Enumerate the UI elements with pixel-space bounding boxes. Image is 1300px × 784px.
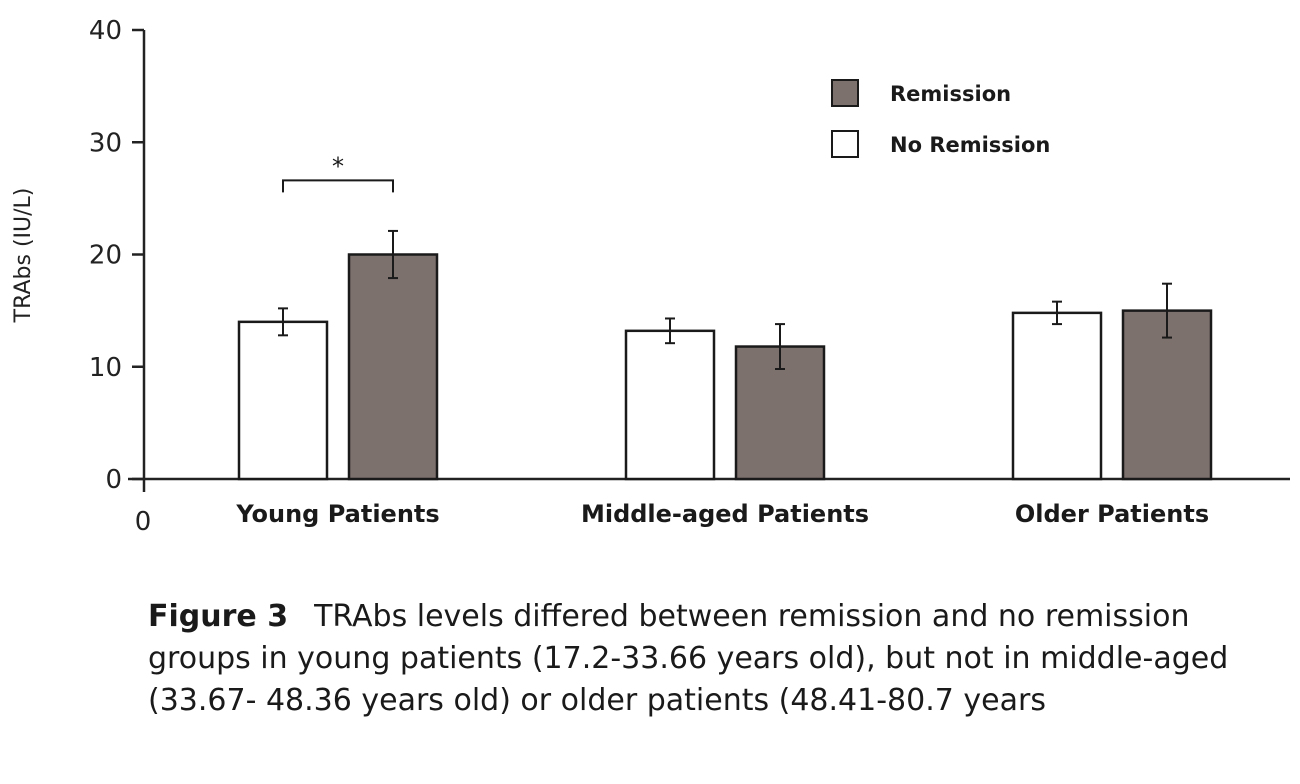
- y-axis-label: TRAbs (IU/L): [11, 188, 36, 324]
- legend: Remission No Remission: [831, 79, 1050, 158]
- bar-remission: [347, 253, 439, 481]
- caption-text: TRAbs levels differed between remission …: [148, 599, 1229, 718]
- legend-swatch: [831, 79, 859, 107]
- bar-remission: [1121, 309, 1213, 481]
- bar-chart: 0 10 20 30 40 0 TRAbs (IU/L) Young Patients M…: [11, 16, 1290, 537]
- category-labels: Young Patients Middle-aged Patients Older …: [235, 500, 1209, 528]
- figure-caption: Figure 3 TRAbs levels differed between re…: [148, 596, 1288, 722]
- legend-label: Remission: [890, 82, 1011, 106]
- legend-label: No Remission: [890, 133, 1050, 157]
- bar-no-remission: [624, 329, 716, 481]
- y-tick-label: 30: [89, 128, 122, 158]
- category-label: Middle-aged Patients: [581, 500, 869, 528]
- category-label: Young Patients: [235, 500, 439, 528]
- legend-swatch: [831, 130, 859, 158]
- x-origin-label: 0: [135, 507, 152, 537]
- significance-marker: *: [332, 152, 344, 180]
- y-tick-label: 0: [105, 465, 122, 495]
- category-label: Older Patients: [1015, 500, 1209, 528]
- y-tick-label: 40: [89, 16, 122, 46]
- y-ticks: 0 10 20 30 40: [89, 16, 144, 495]
- y-tick-label: 20: [89, 241, 122, 271]
- y-tick-label: 10: [89, 353, 122, 383]
- bar-no-remission: [1011, 311, 1103, 481]
- annotations: *: [282, 152, 394, 193]
- bar-no-remission: [237, 320, 329, 481]
- significance-bracket: [282, 179, 394, 193]
- figure-number: Figure 3: [148, 599, 289, 634]
- bars: [237, 229, 1213, 481]
